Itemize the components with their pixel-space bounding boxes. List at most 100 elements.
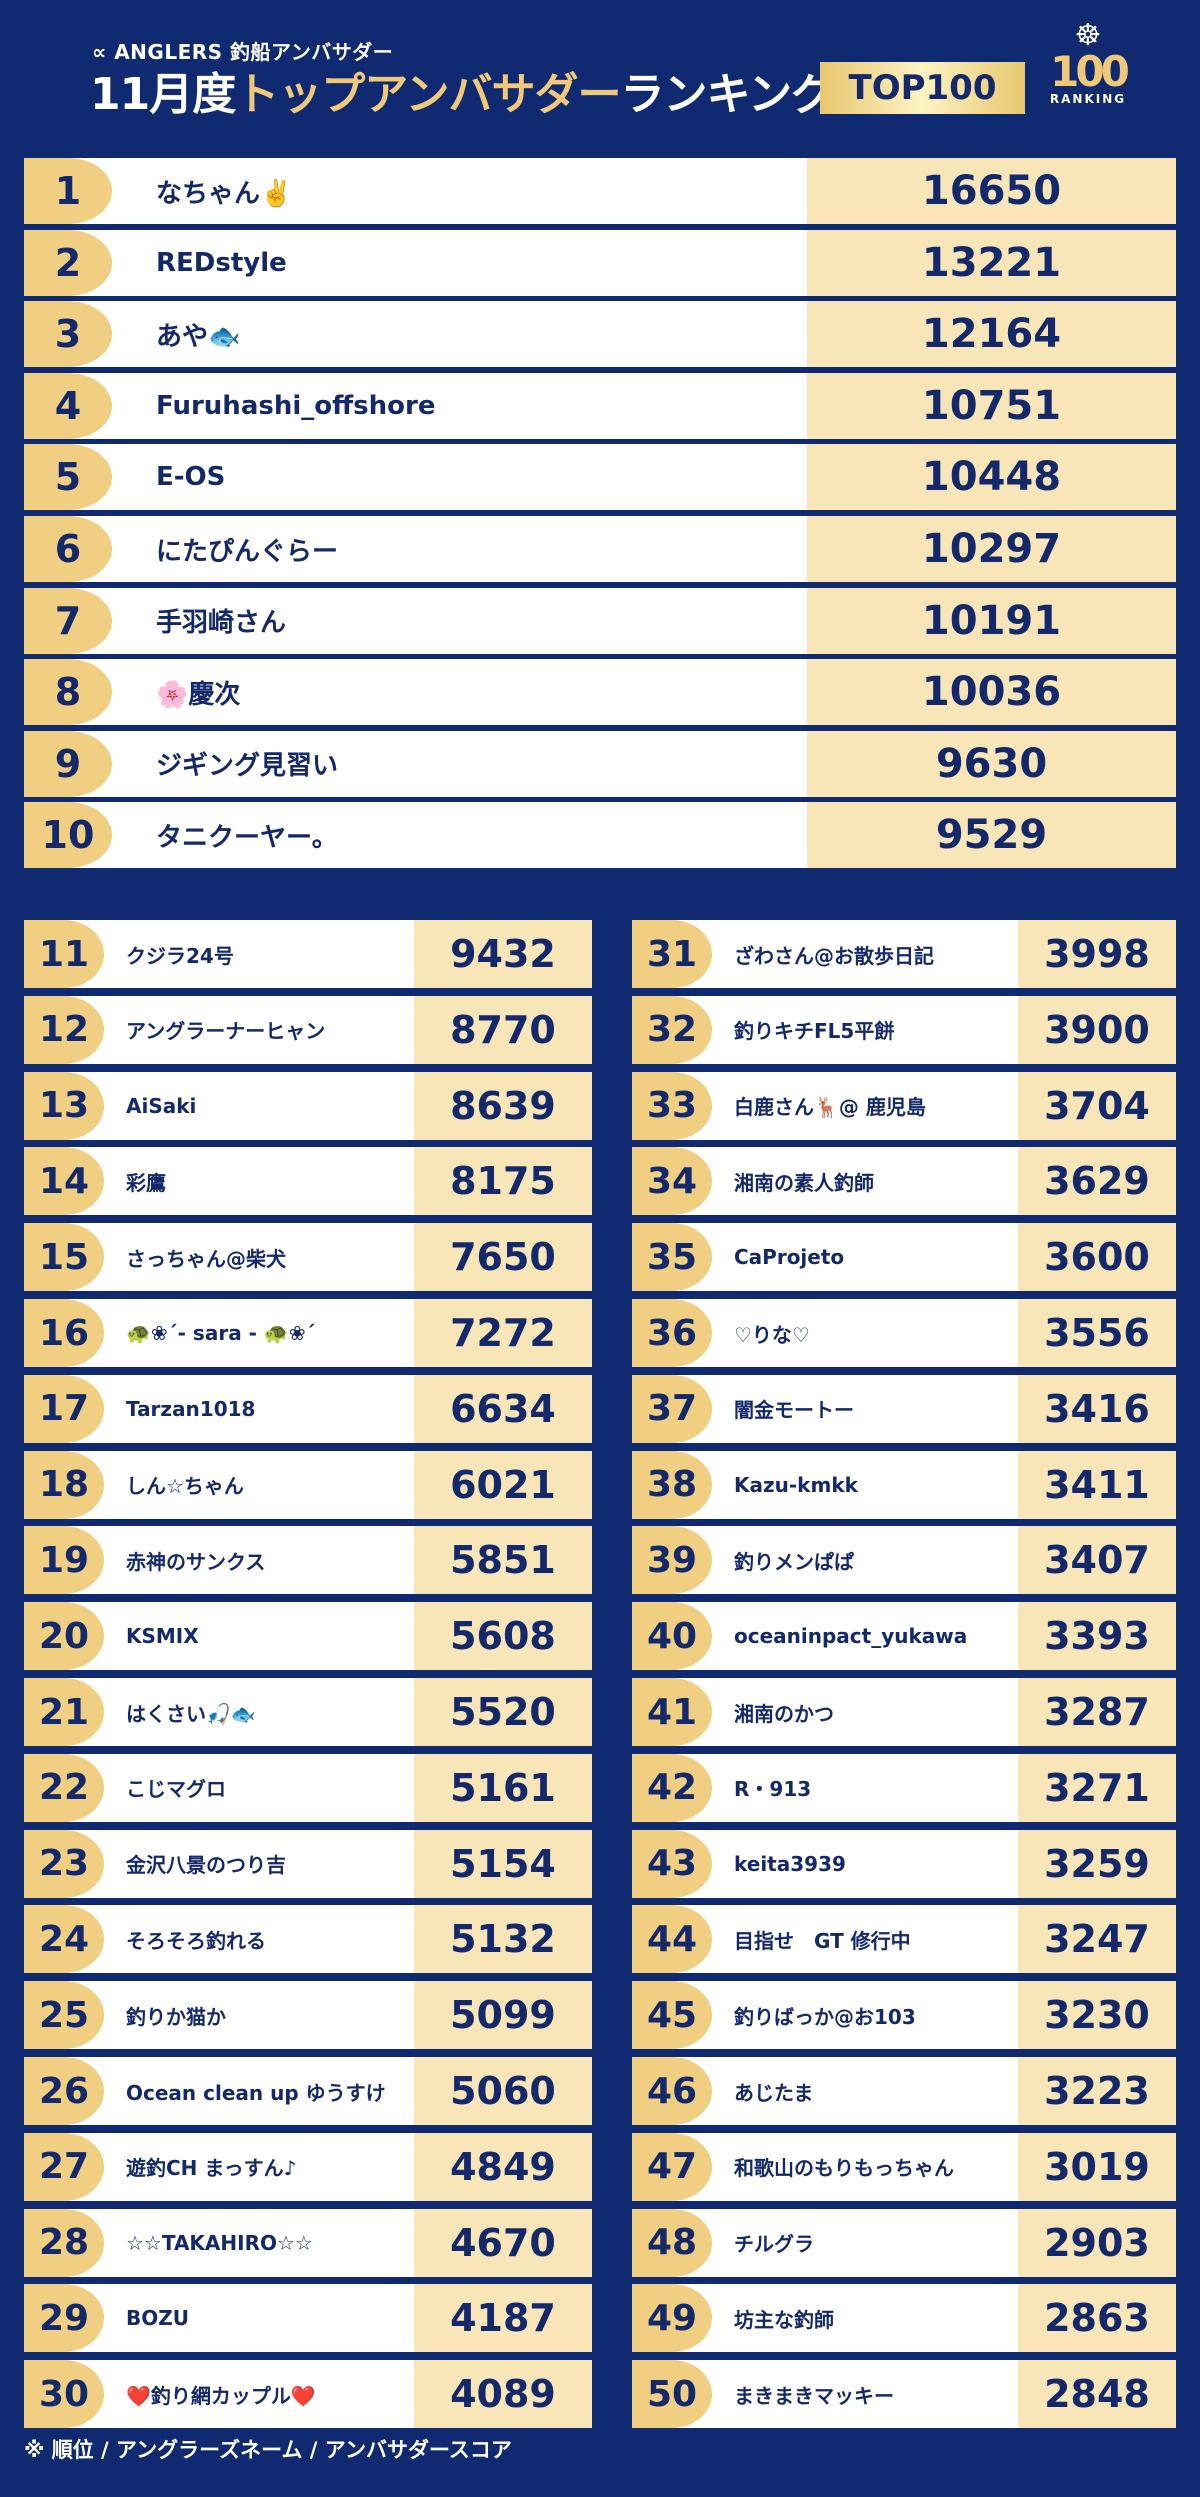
ambassador-name: 湘南の素人釣師 bbox=[734, 1170, 874, 1195]
ambassador-score: 2863 bbox=[1018, 2284, 1176, 2353]
rank-number: 42 bbox=[632, 1753, 712, 1822]
ambassador-score: 10751 bbox=[807, 372, 1176, 439]
ambassador-name: はくさい🎣🐟 bbox=[126, 1701, 256, 1726]
ranking-row: 43 keita3939 3259 bbox=[632, 1829, 1176, 1898]
ranking-row: 44 目指せ GT 修行中 3247 bbox=[632, 1905, 1176, 1974]
ambassador-name: 和歌山のもりもっちゃん bbox=[734, 2156, 954, 2181]
ranking-row: 32 釣りキチFL5平餅 3900 bbox=[632, 995, 1176, 1064]
rank-number: 19 bbox=[24, 1526, 104, 1595]
ambassador-score: 7650 bbox=[414, 1223, 592, 1292]
ranking-row: 40 oceaninpact_yukawa 3393 bbox=[632, 1602, 1176, 1671]
ranking-row: 5 E-OS 10448 bbox=[24, 444, 1176, 511]
rank-number: 40 bbox=[632, 1602, 712, 1671]
ambassador-score: 5154 bbox=[414, 1829, 592, 1898]
ranking-row: 21 はくさい🎣🐟 5520 bbox=[24, 1678, 592, 1746]
ambassador-name: keita3939 bbox=[734, 1851, 846, 1876]
rank-number: 48 bbox=[632, 2208, 712, 2277]
rank-number: 8 bbox=[24, 659, 112, 726]
ambassador-score: 3411 bbox=[1018, 1450, 1176, 1519]
ambassador-score: 2903 bbox=[1018, 2208, 1176, 2277]
ranking-row: 28 ☆☆TAKAHIRO☆☆ 4670 bbox=[24, 2208, 592, 2277]
ambassador-score: 10448 bbox=[807, 444, 1176, 511]
ranking-row: 19 赤神のサンクス 5851 bbox=[24, 1526, 592, 1595]
rank-number: 1 bbox=[24, 158, 112, 224]
rank-number: 29 bbox=[24, 2284, 104, 2353]
ambassador-score: 6634 bbox=[414, 1374, 592, 1443]
rank-number: 3 bbox=[24, 301, 112, 368]
rank-number: 20 bbox=[24, 1602, 104, 1671]
ambassador-score: 5520 bbox=[414, 1678, 592, 1746]
ambassador-score: 10297 bbox=[807, 516, 1176, 582]
rank-number: 13 bbox=[24, 1071, 104, 1140]
title-highlight: トップアンバサダー bbox=[235, 69, 621, 120]
ambassador-name: BOZU bbox=[126, 2306, 189, 2331]
ranking-row: 29 BOZU 4187 bbox=[24, 2284, 592, 2353]
ambassador-score: 9529 bbox=[807, 802, 1176, 869]
ambassador-name: Tarzan1018 bbox=[126, 1396, 256, 1421]
ambassador-score: 3600 bbox=[1018, 1223, 1176, 1292]
ambassador-name: しん☆ちゃん bbox=[126, 1474, 244, 1499]
rank-number: 36 bbox=[632, 1299, 712, 1367]
ambassador-score: 8770 bbox=[414, 995, 592, 1064]
ranking-row: 26 Ocean clean up ゆうすけ 5060 bbox=[24, 2057, 592, 2125]
brand-logo-text: ∝ ANGLERS 釣船アンバサダー bbox=[92, 40, 394, 64]
page-title: 11月度トップアンバサダーランキング bbox=[90, 58, 835, 122]
rank-number: 41 bbox=[632, 1678, 712, 1746]
ranking-row: 18 しん☆ちゃん 6021 bbox=[24, 1450, 592, 1519]
rank-number: 12 bbox=[24, 995, 104, 1064]
ambassador-name: さっちゃん@柴犬 bbox=[126, 1246, 286, 1271]
ambassador-score: 5608 bbox=[414, 1602, 592, 1671]
ambassador-name: Kazu-kmkk bbox=[734, 1472, 858, 1497]
ranking-row: 14 彩鷹 8175 bbox=[24, 1147, 592, 1216]
ranking-100-logo: ☸ 100 RANKING bbox=[1038, 20, 1138, 118]
ambassador-name: 釣りばっか@お103 bbox=[734, 2004, 916, 2029]
ranking-row: 16 🐢❀´- sara - 🐢❀´ 7272 bbox=[24, 1299, 592, 1367]
ranking-row: 23 金沢八景のつり吉 5154 bbox=[24, 1829, 592, 1898]
rank-number: 15 bbox=[24, 1223, 104, 1292]
rank-number: 43 bbox=[632, 1829, 712, 1898]
rank-number: 50 bbox=[632, 2360, 712, 2429]
ambassador-name: まきまきマッキー bbox=[734, 2383, 894, 2408]
ambassador-score: 10036 bbox=[807, 659, 1176, 726]
ranking-row: 33 白鹿さん🦌@ 鹿児島 3704 bbox=[632, 1071, 1176, 1140]
ranking-row: 42 R・913 3271 bbox=[632, 1753, 1176, 1822]
ranking-row: 49 坊主な釣師 2863 bbox=[632, 2284, 1176, 2353]
ranking-row: 27 遊釣CH まっすん♪ 4849 bbox=[24, 2132, 592, 2201]
ranking-row: 10 タニクーヤー。 9529 bbox=[24, 802, 1176, 869]
ambassador-name: ☆☆TAKAHIRO☆☆ bbox=[126, 2230, 313, 2255]
ambassador-score: 7272 bbox=[414, 1299, 592, 1367]
ranking-row: 1 なちゃん✌️ 16650 bbox=[24, 158, 1176, 224]
rank-number: 25 bbox=[24, 1981, 104, 2050]
ambassador-name: Ocean clean up ゆうすけ bbox=[126, 2080, 386, 2105]
ranking-row: 3 あや🐟 12164 bbox=[24, 301, 1176, 368]
ambassador-score: 3287 bbox=[1018, 1678, 1176, 1746]
ambassador-name: 🌸慶次 bbox=[156, 679, 241, 710]
ambassador-name: R・913 bbox=[734, 1777, 812, 1802]
ambassador-score: 3704 bbox=[1018, 1071, 1176, 1140]
ambassador-score: 5161 bbox=[414, 1753, 592, 1822]
ambassador-score: 8175 bbox=[414, 1147, 592, 1216]
ranking-row: 24 そろそろ釣れる 5132 bbox=[24, 1905, 592, 1974]
footnote: ※ 順位 / アングラーズネーム / アンバサダースコア bbox=[24, 2438, 512, 2462]
ranking-row: 17 Tarzan1018 6634 bbox=[24, 1374, 592, 1443]
ambassador-score: 4849 bbox=[414, 2132, 592, 2201]
rank-number: 4 bbox=[24, 372, 112, 439]
ranking-row: 48 チルグラ 2903 bbox=[632, 2208, 1176, 2277]
rank-number: 16 bbox=[24, 1299, 104, 1367]
ambassador-score: 9432 bbox=[414, 920, 592, 988]
ambassador-name: 🐢❀´- sara - 🐢❀´ bbox=[126, 1321, 316, 1345]
ambassador-name: oceaninpact_yukawa bbox=[734, 1624, 968, 1649]
ambassador-score: 4187 bbox=[414, 2284, 592, 2353]
ambassador-score: 9630 bbox=[807, 730, 1176, 797]
ambassador-name: KSMIX bbox=[126, 1624, 199, 1649]
ranking-row: 7 手羽崎さん 10191 bbox=[24, 587, 1176, 654]
ranking-row: 4 Furuhashi_offshore 10751 bbox=[24, 372, 1176, 439]
rank-number: 28 bbox=[24, 2208, 104, 2277]
rank-number: 24 bbox=[24, 1905, 104, 1974]
ambassador-name: ♡りな♡ bbox=[734, 1322, 810, 1347]
rank-number: 10 bbox=[24, 802, 112, 869]
rank-number: 22 bbox=[24, 1753, 104, 1822]
ranking-row: 39 釣りメンぱぱ 3407 bbox=[632, 1526, 1176, 1595]
ambassador-name: アングラーナーヒャン bbox=[126, 1019, 326, 1044]
ambassador-name: クジラ24号 bbox=[126, 943, 234, 968]
